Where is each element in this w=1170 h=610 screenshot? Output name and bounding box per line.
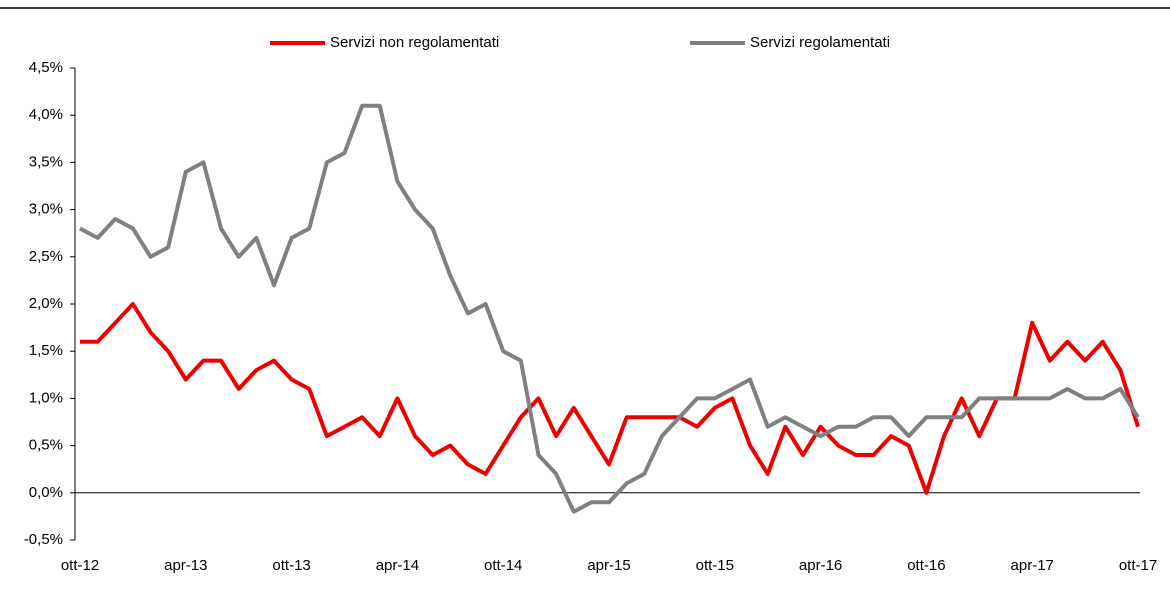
- x-tick-label: ott-16: [907, 557, 945, 574]
- x-tick-label: ott-14: [484, 557, 522, 574]
- y-tick-label: 3,5%: [29, 153, 63, 170]
- legend-label: Servizi regolamentati: [750, 34, 890, 51]
- x-tick-label: ott-15: [696, 557, 734, 574]
- y-tick-label: -0,5%: [24, 531, 63, 548]
- x-tick-label: apr-16: [799, 557, 842, 574]
- legend-label: Servizi non regolamentati: [330, 34, 499, 51]
- y-tick-label: 4,0%: [29, 106, 63, 123]
- y-tick-label: 3,0%: [29, 201, 63, 218]
- series-line: [79, 103, 1140, 514]
- series-line: [80, 302, 1140, 495]
- x-tick-label: ott-12: [61, 557, 99, 574]
- y-tick-label: 1,0%: [29, 389, 63, 406]
- y-tick-label: 2,5%: [29, 248, 63, 265]
- y-tick-label: 4,5%: [29, 59, 63, 76]
- x-tick-label: apr-13: [164, 557, 207, 574]
- y-tick-label: 0,5%: [29, 437, 63, 454]
- x-tick-label: apr-15: [587, 557, 630, 574]
- y-tick-label: 2,0%: [29, 295, 63, 312]
- x-tick-label: apr-14: [376, 557, 419, 574]
- y-tick-label: 0,0%: [29, 484, 63, 501]
- x-tick-label: ott-13: [272, 557, 310, 574]
- x-tick-label: apr-17: [1011, 557, 1054, 574]
- x-tick-label: ott-17: [1119, 557, 1157, 574]
- y-tick-label: 1,5%: [29, 342, 63, 359]
